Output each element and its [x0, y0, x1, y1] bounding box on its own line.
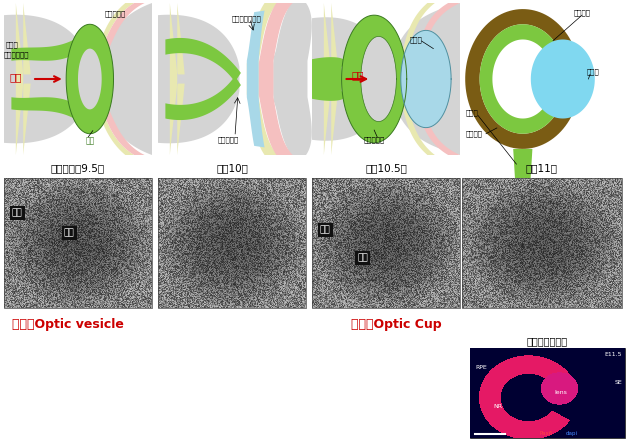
Polygon shape [11, 97, 79, 121]
Text: E11.5: E11.5 [605, 352, 622, 357]
Polygon shape [170, 3, 185, 155]
Polygon shape [66, 24, 113, 134]
Text: 眼胞: 眼胞 [64, 229, 75, 237]
Text: マウス胎児　眼: マウス胎児 眼 [527, 336, 568, 346]
Text: 水晶体: 水晶体 [410, 36, 423, 43]
Polygon shape [259, 3, 293, 155]
Text: 炉杯　Optic Cup: 炉杯 Optic Cup [351, 318, 441, 331]
Polygon shape [324, 3, 339, 155]
Polygon shape [11, 36, 79, 61]
Bar [470, 348, 625, 438]
Polygon shape [16, 3, 31, 155]
Text: 胎生10.5日: 胎生10.5日 [365, 163, 407, 173]
Polygon shape [166, 76, 241, 120]
Text: 眼杯の形成: 眼杯の形成 [364, 137, 385, 144]
Text: 水晶体: 水晶体 [587, 68, 600, 75]
Polygon shape [462, 3, 622, 155]
Text: NR: NR [493, 404, 502, 409]
Text: 陥入: 陥入 [352, 70, 365, 80]
Bar [462, 178, 622, 308]
Text: 陥入の開始: 陥入の開始 [217, 137, 238, 144]
Polygon shape [312, 57, 345, 101]
Polygon shape [493, 39, 553, 119]
Text: 神経網膜: 神経網膜 [574, 9, 591, 16]
Text: 胎生10日: 胎生10日 [216, 163, 248, 173]
Polygon shape [416, 3, 460, 155]
Text: 炉胞　Optic vesicle: 炉胞 Optic vesicle [12, 318, 124, 331]
Polygon shape [479, 24, 566, 134]
Polygon shape [479, 24, 566, 134]
Text: 突出: 突出 [10, 72, 23, 82]
Polygon shape [531, 39, 595, 119]
Bar [4, 178, 152, 308]
Text: 胎生11日: 胎生11日 [526, 163, 558, 173]
Polygon shape [312, 17, 384, 141]
Text: lens: lens [554, 390, 568, 396]
Bar [158, 178, 306, 308]
Polygon shape [247, 11, 265, 148]
Text: 眼胞: 眼胞 [86, 137, 94, 146]
Bar [312, 178, 460, 308]
Text: 神経前駆組織: 神経前駆組織 [4, 52, 30, 58]
Polygon shape [4, 15, 90, 143]
Polygon shape [401, 31, 451, 128]
Polygon shape [166, 38, 241, 82]
Text: dapi: dapi [566, 431, 578, 436]
Text: 視神経: 視神経 [465, 109, 478, 116]
Polygon shape [465, 9, 580, 149]
Text: 体表外胚葉: 体表外胚葉 [105, 11, 126, 17]
Text: 眼杯: 眼杯 [357, 253, 368, 263]
Text: 色素上皮: 色素上皮 [465, 131, 482, 137]
Text: RPE: RPE [475, 365, 487, 370]
Text: 間脳の: 間脳の [6, 41, 19, 47]
Polygon shape [361, 36, 396, 121]
Polygon shape [341, 15, 407, 143]
Polygon shape [93, 3, 134, 155]
Text: マウス胎生9.5日: マウス胎生9.5日 [51, 163, 105, 173]
Polygon shape [247, 3, 278, 155]
Polygon shape [392, 3, 460, 155]
Text: SE: SE [614, 380, 622, 385]
Polygon shape [401, 3, 435, 155]
Text: 眼柄: 眼柄 [320, 225, 331, 234]
Polygon shape [158, 15, 239, 143]
Polygon shape [97, 3, 152, 155]
Polygon shape [97, 3, 145, 155]
Text: 水晶体前駆組織: 水晶体前駆組織 [232, 15, 261, 22]
Text: Pax6: Pax6 [540, 431, 553, 436]
Polygon shape [513, 149, 532, 202]
Polygon shape [273, 3, 312, 155]
Text: 間脳: 間脳 [12, 209, 23, 218]
Polygon shape [78, 49, 101, 109]
Polygon shape [273, 3, 306, 155]
